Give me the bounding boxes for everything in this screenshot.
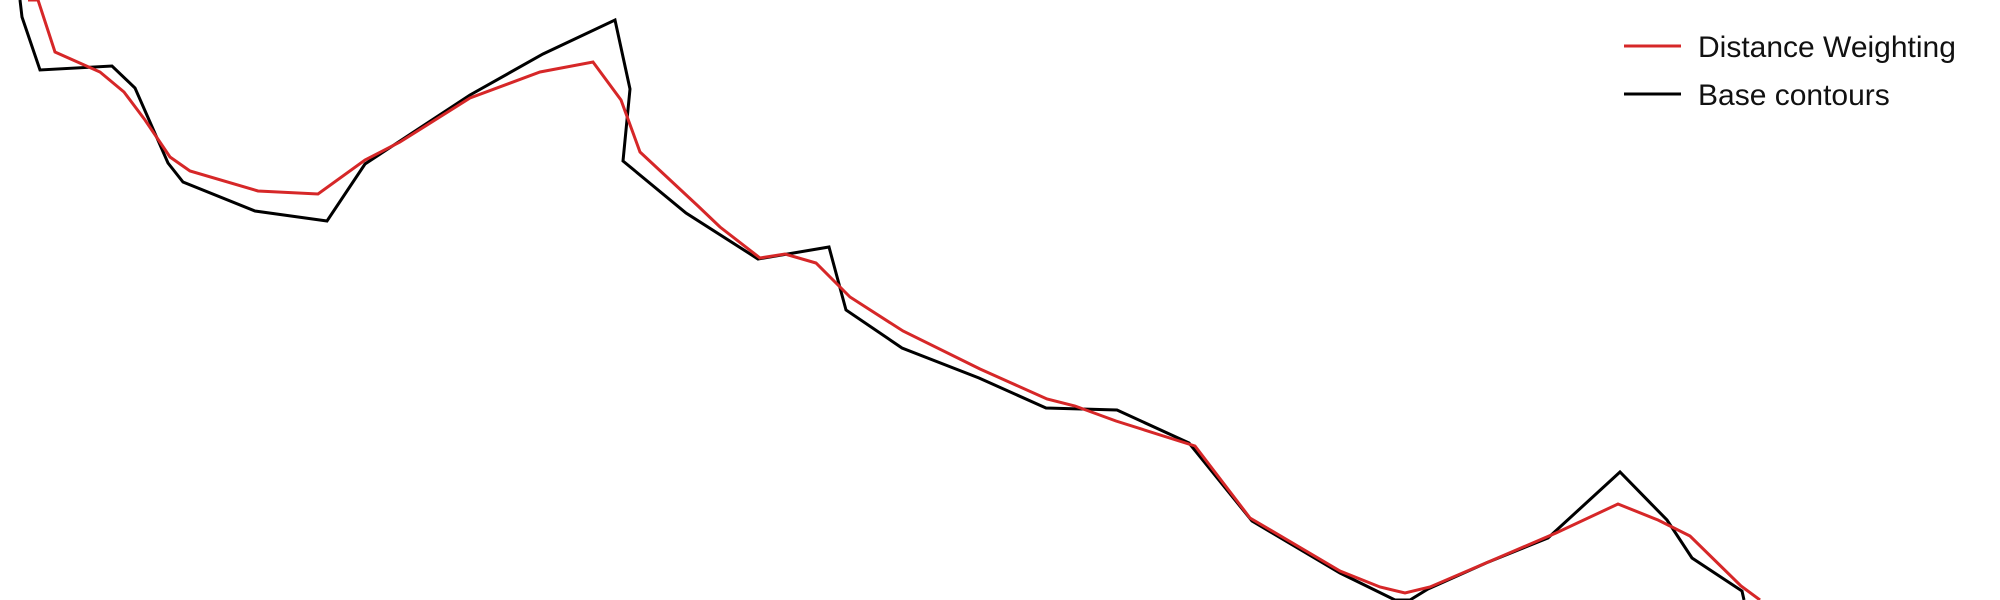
series-line-base-contours: [18, 0, 1746, 600]
legend-label-base-contours: Base contours: [1698, 79, 1890, 112]
legend-label-distance-weighting: Distance Weighting: [1698, 31, 1956, 64]
series-layer: [18, 0, 1761, 600]
series-line-distance-weighting: [28, 0, 1761, 600]
legend: Distance Weighting Base contours: [1624, 31, 1956, 112]
